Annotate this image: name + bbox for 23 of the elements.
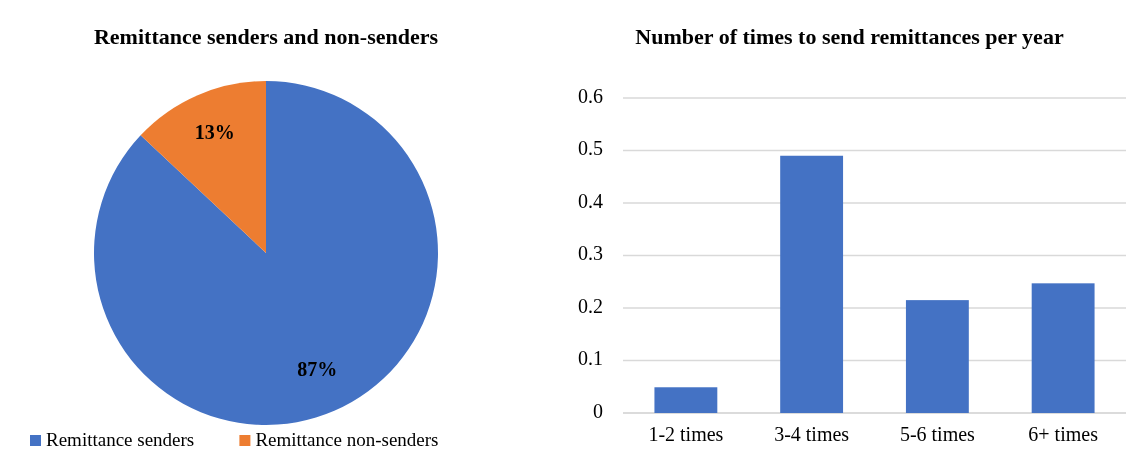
- x-tick-label: 5-6 times: [899, 423, 976, 445]
- pie-slice: [94, 81, 438, 425]
- data-label: 13%: [194, 121, 235, 144]
- bar: [654, 387, 718, 413]
- y-tick-label: 0: [593, 399, 603, 422]
- y-tick-label: 0.5: [578, 137, 603, 160]
- chart-title: Remittance senders and non-senders: [93, 24, 439, 49]
- x-tick-label: 6+ times: [1028, 423, 1099, 445]
- legend-label: Remittance senders: [46, 429, 195, 450]
- y-tick-label: 0.2: [578, 294, 603, 317]
- data-label: 87%: [297, 357, 338, 380]
- bar: [905, 300, 969, 413]
- chart-title: Number of times to send remittances per year: [635, 24, 1064, 49]
- legend-label: Remittance non-senders: [255, 429, 439, 450]
- x-tick-label: 3-4 times: [774, 423, 850, 445]
- bar: [780, 155, 844, 413]
- y-tick-label: 0.4: [578, 189, 603, 212]
- y-tick-label: 0.1: [578, 347, 603, 370]
- x-tick-label: 1-2 times: [648, 423, 724, 445]
- bar: [1031, 283, 1095, 413]
- pie-slice: [140, 81, 266, 253]
- y-tick-label: 0.3: [578, 242, 603, 265]
- y-tick-label: 0.6: [578, 84, 603, 107]
